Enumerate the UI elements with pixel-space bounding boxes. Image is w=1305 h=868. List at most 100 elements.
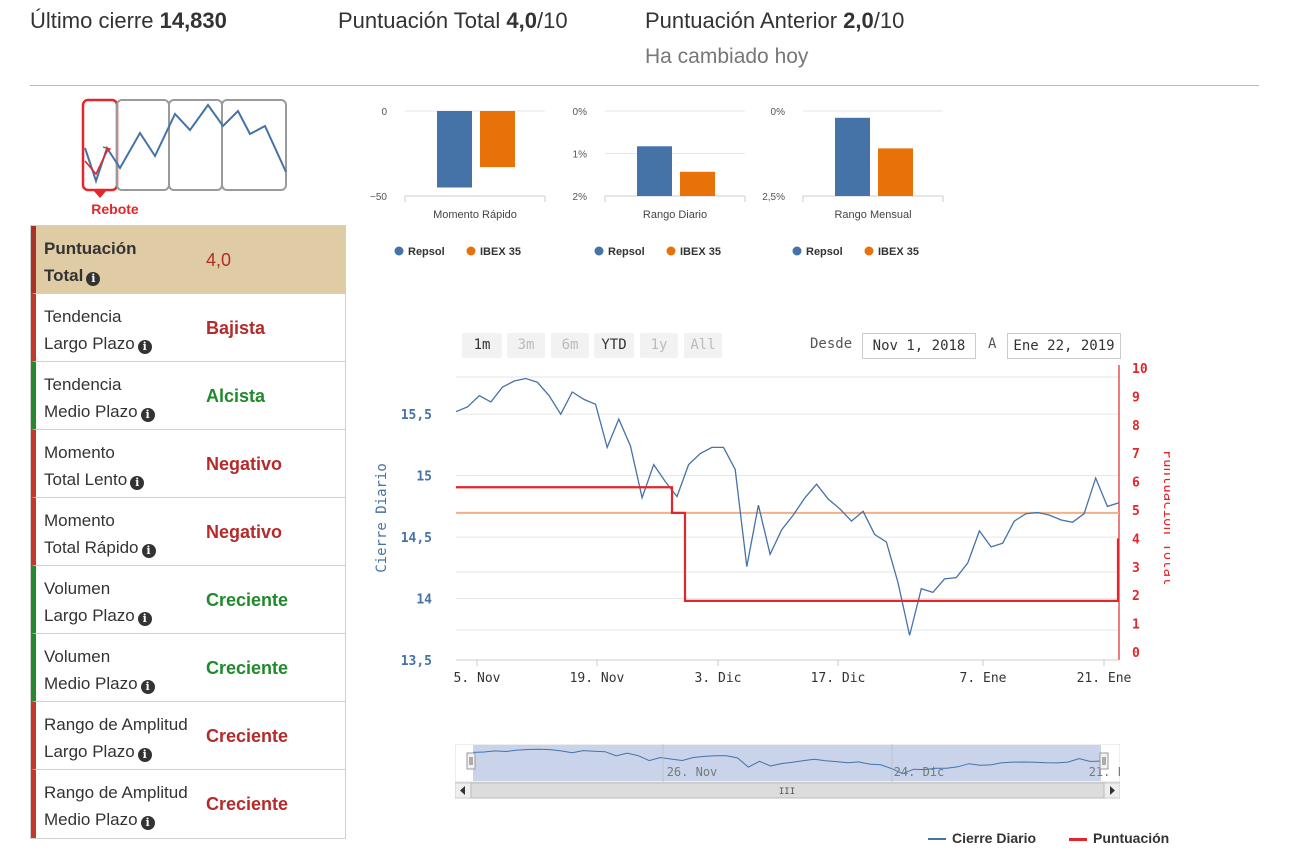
score-row-tendencia-largo: Tendencia Largo Plazo i Bajista bbox=[31, 294, 345, 362]
legend-marker-icon bbox=[666, 246, 676, 256]
score-value: Alcista bbox=[206, 386, 266, 406]
legend-marker-icon bbox=[594, 246, 604, 256]
range-button-ytd[interactable]: YTD bbox=[594, 333, 634, 358]
previous-score: Puntuación Anterior 2,0/10 bbox=[645, 8, 905, 33]
score-row-momento-lento: Momento Total Lento i Negativo bbox=[31, 430, 345, 498]
bar-ibex[interactable] bbox=[878, 148, 913, 196]
line-legend-icon bbox=[928, 838, 946, 841]
x-tick-label: 3. Dic bbox=[695, 671, 742, 686]
y-tick-label: 14,5 bbox=[401, 531, 432, 546]
header-divider bbox=[30, 85, 1259, 86]
legend-marker-icon bbox=[466, 246, 476, 256]
bar-repsol[interactable] bbox=[637, 146, 672, 196]
range-button-1y[interactable]: 1y bbox=[640, 333, 678, 358]
legend-item[interactable]: IBEX 35 bbox=[480, 246, 521, 258]
y-tick-label: 0 bbox=[381, 107, 387, 118]
navigator-tick-label: 24. Dic bbox=[894, 765, 945, 779]
line-legend-icon bbox=[1069, 837, 1087, 841]
score-row-total: Puntuación Total i 4,0 bbox=[31, 226, 345, 294]
legend-item[interactable]: Repsol bbox=[806, 246, 843, 258]
score-table: Puntuación Total i 4,0 Tendencia Largo Pla… bbox=[30, 225, 346, 839]
legend-item[interactable]: IBEX 35 bbox=[680, 246, 721, 258]
scroll-left-icon[interactable] bbox=[460, 786, 465, 795]
series-line-cierre-diario[interactable] bbox=[455, 377, 1120, 636]
legend-score[interactable]: Puntuación bbox=[1069, 830, 1169, 846]
chart-momento-rapido: 0 −50 Momento Rápido Repsol IBEX 35 bbox=[370, 107, 546, 258]
from-date-input[interactable]: Nov 1, 2018 bbox=[862, 333, 976, 359]
legend-item[interactable]: IBEX 35 bbox=[878, 246, 919, 258]
legend-item[interactable]: Repsol bbox=[608, 246, 645, 258]
score-row-rango-medio: Rango de Amplitud Medio Plazo i Creciente bbox=[31, 770, 345, 838]
score-value-total: 4,0 bbox=[206, 250, 232, 270]
y2-tick-label: 4 bbox=[1132, 532, 1140, 547]
info-icon[interactable]: i bbox=[137, 612, 152, 626]
score-value: Creciente bbox=[206, 794, 289, 814]
info-icon[interactable]: i bbox=[86, 272, 101, 286]
total-score: Puntuación Total 4,0/10 bbox=[338, 8, 568, 33]
x-tick-label: 17. Dic bbox=[811, 671, 866, 686]
total-score-value: 4,0 bbox=[506, 8, 537, 33]
scroll-right-icon[interactable] bbox=[1110, 786, 1115, 795]
info-icon[interactable]: i bbox=[137, 340, 152, 354]
y-tick-label: −50 bbox=[370, 192, 387, 203]
score-value: Creciente bbox=[206, 590, 289, 610]
y-tick-label: 0% bbox=[771, 107, 786, 118]
score-value: Negativo bbox=[206, 522, 283, 542]
legend-marker-icon bbox=[792, 246, 802, 256]
y2-tick-label: 2 bbox=[1132, 589, 1140, 604]
range-button-all[interactable]: All bbox=[684, 333, 722, 358]
logo-label: Rebote bbox=[91, 201, 139, 217]
score-row-momento-rapido: Momento Total Rápido i Negativo bbox=[31, 498, 345, 566]
scrollbar-grip-icon: III bbox=[779, 787, 795, 797]
navigator-tick-label: 21. Ene bbox=[1089, 765, 1120, 779]
x-tick-label: 5. Nov bbox=[454, 671, 501, 686]
info-icon[interactable]: i bbox=[130, 476, 145, 490]
x-category-label: Rango Mensual bbox=[834, 209, 911, 221]
score-row-volumen-largo: Volumen Largo Plazo i Creciente bbox=[31, 566, 345, 634]
score-row-volumen-medio: Volumen Medio Plazo i Creciente bbox=[31, 634, 345, 702]
range-button-1m[interactable]: 1m bbox=[462, 333, 502, 358]
bar-ibex[interactable] bbox=[480, 111, 515, 168]
scrollbar-thumb[interactable] bbox=[470, 782, 1105, 799]
info-icon[interactable]: i bbox=[140, 408, 155, 422]
range-button-3m[interactable]: 3m bbox=[507, 333, 545, 358]
x-tick-label: 19. Nov bbox=[570, 671, 625, 686]
y-tick-label: 1% bbox=[573, 150, 588, 161]
bar-repsol[interactable] bbox=[835, 117, 870, 196]
changed-today-text: Ha cambiado hoy bbox=[645, 45, 809, 68]
legend-item[interactable]: Repsol bbox=[408, 246, 445, 258]
to-label: A bbox=[988, 336, 997, 352]
y2-tick-label: 9 bbox=[1132, 390, 1140, 405]
score-row-tendencia-medio: Tendencia Medio Plazo i Alcista bbox=[31, 362, 345, 430]
info-icon[interactable]: i bbox=[141, 544, 156, 558]
legend-marker-icon bbox=[864, 246, 874, 256]
navigator-handle-left[interactable] bbox=[466, 752, 476, 770]
y-tick-label: 14 bbox=[416, 593, 432, 608]
y2-tick-label: 1 bbox=[1132, 618, 1140, 633]
info-icon[interactable]: i bbox=[140, 680, 155, 694]
navigator-handle-right[interactable] bbox=[1099, 752, 1109, 770]
y2-tick-label: 3 bbox=[1132, 561, 1140, 576]
y-tick-label: 15 bbox=[416, 470, 432, 485]
legend-close[interactable]: Cierre Diario bbox=[928, 830, 1036, 846]
y2-tick-label: 7 bbox=[1132, 447, 1140, 462]
bar-ibex[interactable] bbox=[680, 171, 715, 196]
score-row-rango-largo: Rango de Amplitud Largo Plazo i Creciente bbox=[31, 702, 345, 770]
score-value: Bajista bbox=[206, 318, 266, 338]
y-tick-label: 15,5 bbox=[401, 408, 432, 423]
y2-tick-label: 0 bbox=[1132, 646, 1140, 661]
x-tick-label: 21. Ene bbox=[1077, 671, 1132, 686]
to-date-input[interactable]: Ene 22, 2019 bbox=[1007, 333, 1121, 359]
range-button-6m[interactable]: 6m bbox=[551, 333, 589, 358]
y2-tick-label: 6 bbox=[1132, 476, 1140, 491]
y-tick-label: 0% bbox=[573, 107, 588, 118]
info-icon[interactable]: i bbox=[137, 748, 152, 762]
y-tick-label: 2,5% bbox=[762, 192, 785, 203]
info-icon[interactable]: i bbox=[140, 816, 155, 830]
price-score-chart: 13,5 14 14,5 15 15,5 0 1 2 3 4 5 6 7 8 9 10 Cierre Diari… bbox=[374, 362, 1170, 686]
chart-rango-mensual: 0% 2,5% Rango Mensual Repsol IBEX 35 bbox=[762, 107, 944, 258]
y2-tick-label: 10 bbox=[1132, 362, 1148, 377]
chart-navigator[interactable]: 26. Nov 24. Dic 21. Ene III bbox=[455, 744, 1120, 800]
bar-repsol[interactable] bbox=[437, 111, 472, 188]
series-line-puntuacion[interactable] bbox=[456, 486, 1120, 602]
